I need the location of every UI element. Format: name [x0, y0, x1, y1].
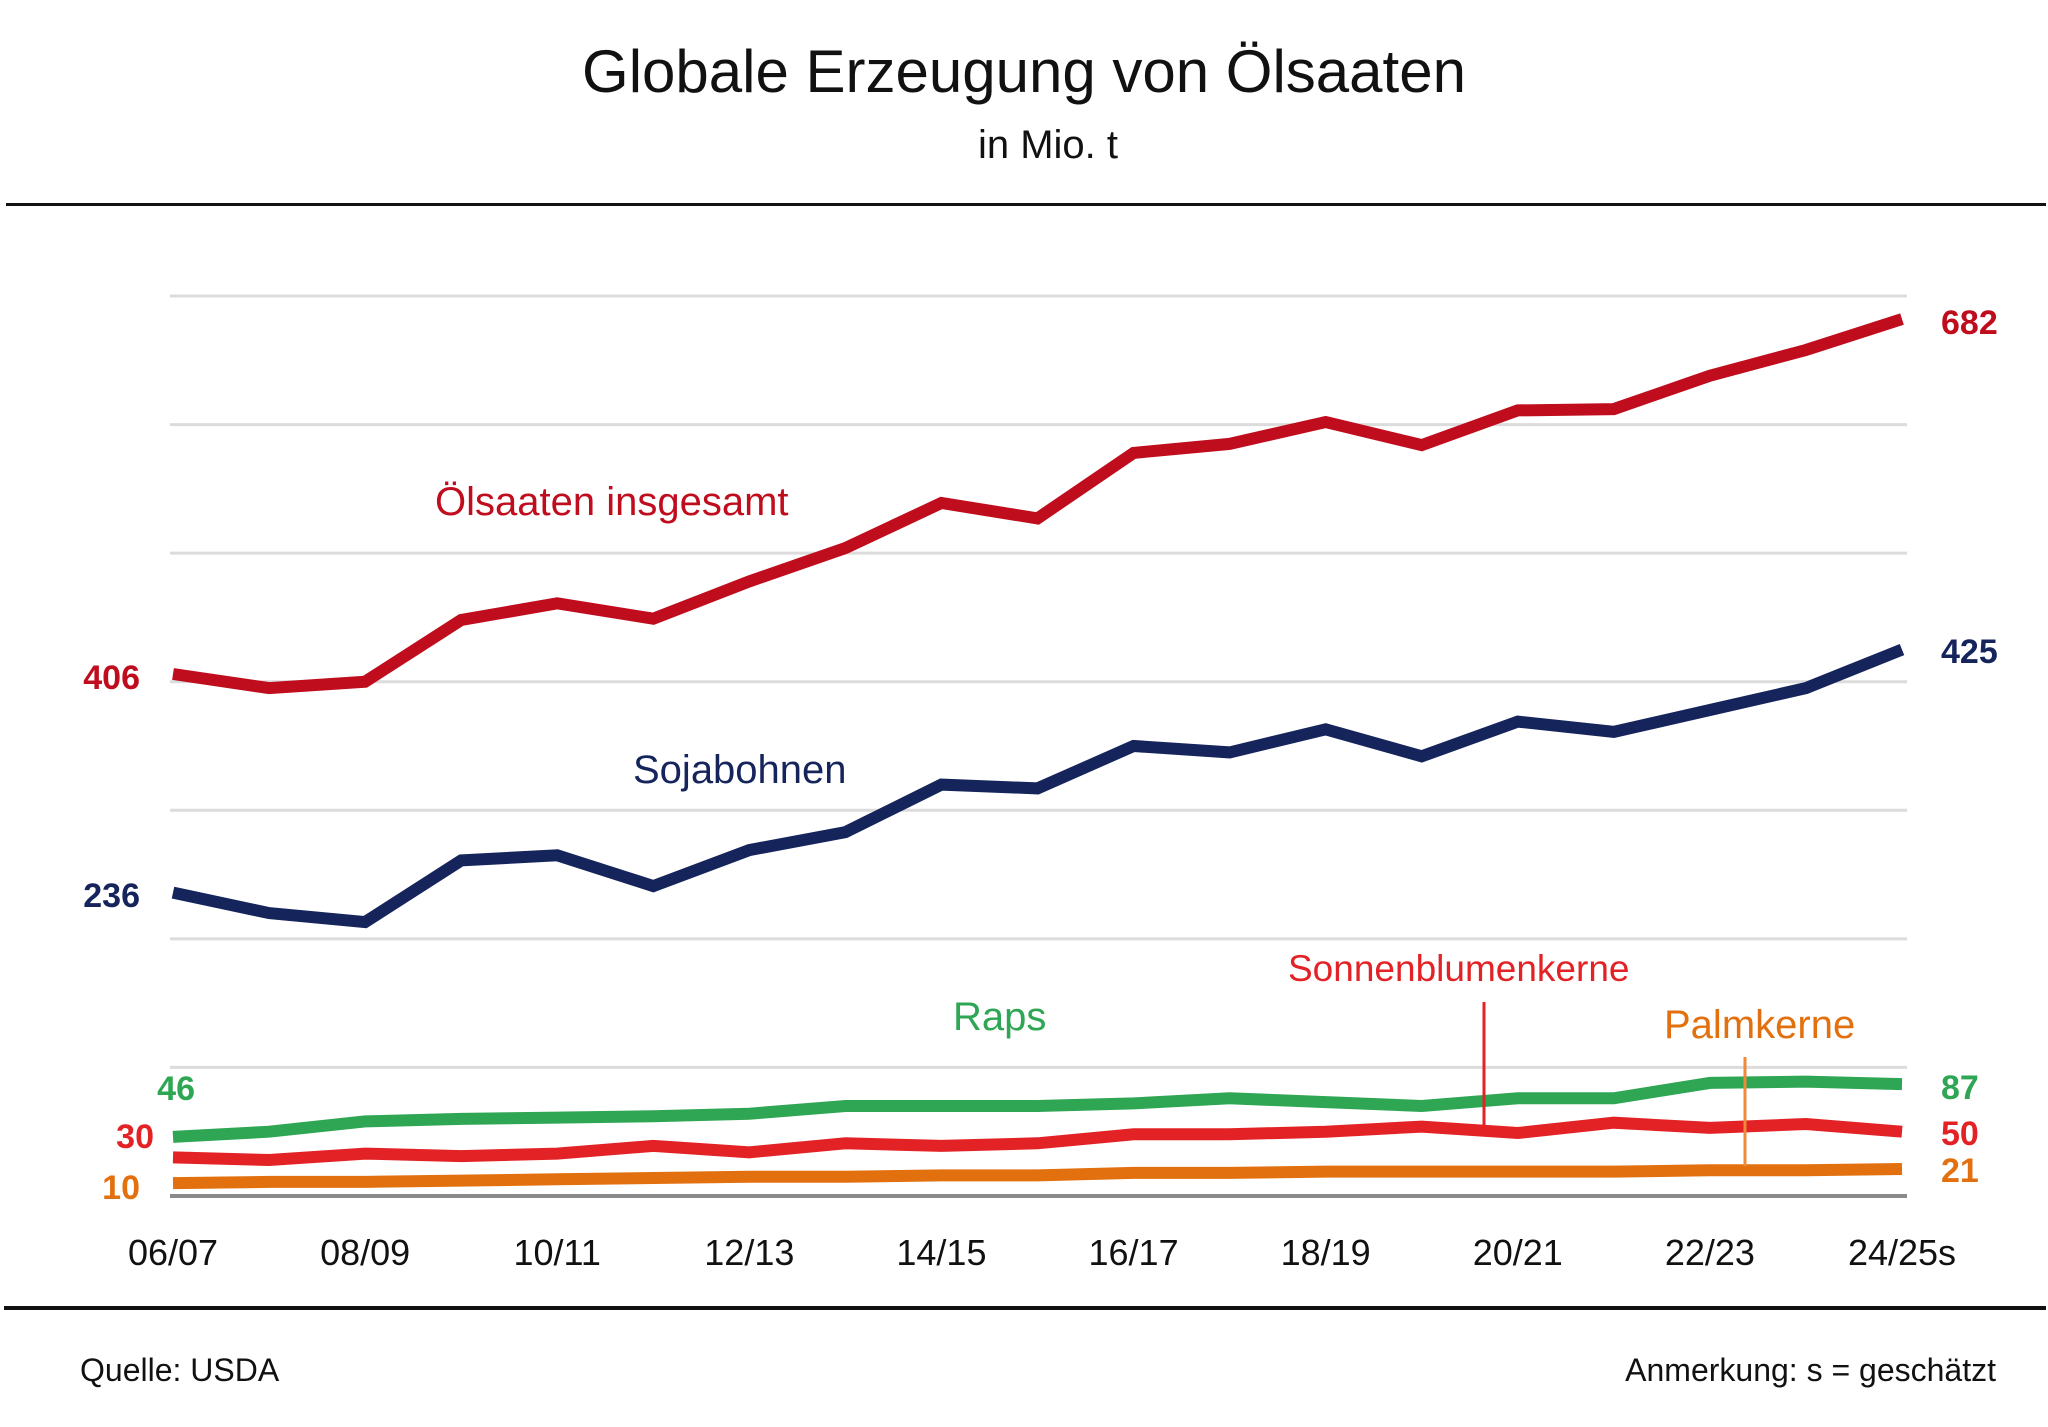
estimate-note: Anmerkung: s = geschätzt	[1625, 1352, 1996, 1388]
x-tick-label: 16/17	[1089, 1232, 1179, 1273]
chart-subtitle: in Mio. t	[978, 123, 1118, 167]
annotation-rapeseed: Raps	[953, 995, 1046, 1039]
source-note: Quelle: USDA	[80, 1352, 280, 1388]
start-label-soy: 236	[83, 877, 140, 915]
x-tick-label: 20/21	[1473, 1232, 1563, 1273]
annotation-total: Ölsaaten insgesamt	[435, 480, 789, 524]
start-label-rapeseed: 46	[157, 1070, 195, 1108]
x-tick-label: 24/25s	[1848, 1232, 1956, 1273]
series-line-sunflower	[172, 1116, 1903, 1167]
series-line-palm	[172, 1163, 1903, 1190]
series-line-total	[172, 313, 1904, 695]
annotation-soy: Sojabohnen	[633, 748, 847, 792]
end-label-soy: 425	[1941, 633, 1998, 671]
footer-divider	[4, 1306, 2046, 1310]
annotation-sunflower: Sonnenblumenkerne	[1288, 948, 1629, 989]
header-divider	[6, 203, 2046, 206]
x-tick-label: 22/23	[1665, 1232, 1755, 1273]
x-tick-label: 10/11	[514, 1232, 601, 1273]
end-label-total: 682	[1941, 304, 1998, 342]
series-lines	[171, 313, 1905, 1190]
series-line-soy	[171, 644, 1905, 929]
x-tick-label: 08/09	[320, 1232, 410, 1273]
start-label-total: 406	[83, 659, 140, 697]
start-label-sunflower: 30	[116, 1118, 154, 1156]
end-label-sunflower: 50	[1941, 1115, 1979, 1153]
end-label-palm: 21	[1941, 1152, 1979, 1190]
x-tick-label: 18/19	[1281, 1232, 1371, 1273]
start-label-palm: 10	[102, 1169, 140, 1207]
x-axis-ticks: 06/07 08/09 10/11 12/13 14/15 16/17 18/19 20/21…	[128, 1232, 1956, 1273]
chart-title: Globale Erzeugung von Ölsaaten	[582, 38, 1466, 105]
x-tick-label: 14/15	[896, 1232, 986, 1273]
annotation-pointers	[1482, 1002, 1747, 1167]
x-tick-label: 06/07	[128, 1232, 218, 1273]
annotation-palm: Palmkerne	[1664, 1003, 1855, 1047]
series-line-rapeseed	[172, 1075, 1903, 1143]
x-tick-label: 12/13	[704, 1232, 794, 1273]
end-label-rapeseed: 87	[1941, 1069, 1979, 1107]
gridlines	[170, 294, 1907, 1198]
